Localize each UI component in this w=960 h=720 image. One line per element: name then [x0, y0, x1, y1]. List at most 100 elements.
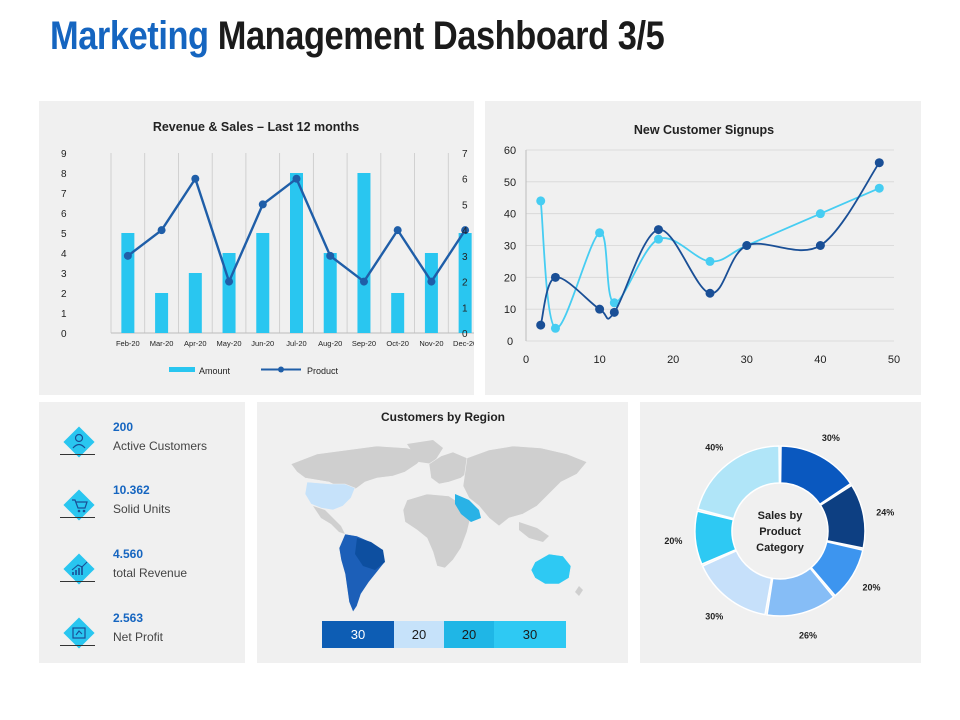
southeast-asia-region — [519, 522, 549, 542]
revenue-left-tick: 3 — [61, 269, 67, 280]
signups-series-light-point — [595, 228, 605, 238]
signups-series-dark-line — [539, 162, 881, 326]
signups-x-tick: 50 — [888, 354, 900, 366]
kpi-solid-units: 10.362 Solid Units — [59, 483, 239, 531]
donut-slice-label: 40% — [705, 443, 723, 453]
donut-slice — [810, 540, 864, 597]
revenue-x-tick: Nov-20 — [419, 339, 443, 348]
donut-center-line2: Product — [759, 526, 801, 538]
page-title-accent: Marketing — [50, 14, 209, 58]
region-legend-swatch — [494, 621, 566, 648]
revenue-x-tick: Jun-20 — [251, 339, 274, 348]
region-legend-swatch — [322, 621, 394, 648]
revenue-bar — [458, 233, 472, 333]
donut-slice — [779, 445, 852, 506]
revenue-right-tick: 2 — [462, 278, 468, 289]
legend-product-marker — [278, 366, 284, 373]
signups-series-light-point — [653, 234, 663, 244]
revenue-x-tick: Jul-20 — [286, 339, 306, 348]
signups-series-light-point — [536, 196, 546, 206]
revenue-chart-icon — [63, 553, 95, 585]
revenue-sales-panel: Revenue & Sales – Last 12 months 0 1 2 3 4 5 6… — [39, 101, 483, 395]
kpi-label: Solid Units — [113, 502, 171, 516]
region-legend-value: 30 — [523, 627, 537, 642]
signups-x-tick: 20 — [667, 354, 679, 366]
kpi-net-profit: 2.563 Net Profit — [59, 611, 239, 659]
signups-series-dark-point — [550, 272, 560, 282]
revenue-product-point — [225, 277, 234, 286]
revenue-right-tick: 7 — [462, 149, 468, 160]
kpi-divider — [60, 645, 95, 646]
donut-slice-label: 30% — [822, 433, 840, 443]
kpi-value: 200 — [113, 420, 134, 434]
signups-series-light-point — [815, 209, 825, 219]
signups-x-tick: 30 — [741, 354, 753, 366]
revenue-left-tick: 8 — [61, 169, 67, 180]
signups-chart: New Customer Signups 0 10 20 30 40 50 60 0 10 20 3… — [504, 123, 900, 366]
signups-series-dark-point — [609, 307, 619, 317]
revenue-x-tick: Sep-20 — [352, 339, 376, 348]
revenue-left-tick: 9 — [61, 149, 67, 160]
revenue-product-point — [427, 277, 436, 286]
usa-region — [304, 481, 356, 511]
revenue-left-tick: 2 — [61, 289, 67, 300]
signups-series-dark-point — [595, 304, 605, 314]
signups-series-dark-point — [874, 158, 884, 168]
kpi-divider — [60, 581, 95, 582]
revenue-x-tick: Mar-20 — [150, 339, 174, 348]
australia-region — [530, 553, 572, 585]
revenue-left-tick: 6 — [61, 209, 67, 220]
revenue-x-tick: Dec-20 — [453, 339, 474, 348]
revenue-product-point — [326, 251, 335, 260]
kpi-label: Net Profit — [113, 630, 164, 644]
legend-amount-swatch — [169, 367, 195, 372]
revenue-bar — [391, 293, 405, 333]
signups-series-light-point — [705, 256, 715, 266]
region-map-title: Customers by Region — [381, 410, 505, 424]
revenue-bar — [188, 273, 202, 333]
signups-x-tick: 0 — [523, 354, 529, 366]
revenue-right-tick: 4 — [462, 226, 468, 237]
region-legend-value: 20 — [412, 627, 426, 642]
revenue-left-tick: 5 — [61, 229, 67, 240]
signups-series-light-point — [874, 183, 884, 193]
kpi-value: 2.563 — [113, 611, 144, 625]
revenue-bar — [323, 253, 337, 333]
revenue-right-tick: 6 — [462, 175, 468, 186]
legend-product-label: Product — [307, 366, 339, 376]
signups-series-dark-point — [536, 320, 546, 330]
revenue-product-point — [359, 277, 368, 286]
donut-slice-label: 26% — [799, 630, 817, 640]
revenue-product-point — [123, 251, 132, 260]
donut-center-line3: Category — [756, 542, 805, 554]
signups-x-tick: 10 — [593, 354, 605, 366]
donut-slice-label: 30% — [705, 611, 723, 621]
donut-panel: 30% 24% 20% 26% 30% 20% 40% Sales by Product C… — [640, 402, 921, 663]
north-america-region — [290, 445, 428, 493]
revenue-bar — [290, 173, 303, 333]
region-map-panel: Customers by Region 30 20 20 30 — [257, 402, 628, 663]
middle-east-region — [455, 494, 481, 522]
revenue-product-point — [258, 200, 267, 209]
revenue-bar — [256, 233, 270, 333]
signups-y-tick: 20 — [504, 272, 516, 284]
region-legend-value: 20 — [462, 627, 476, 642]
signups-y-tick: 60 — [504, 145, 516, 157]
kpi-label: total Revenue — [113, 566, 188, 580]
revenue-legend: Amount Product — [169, 366, 339, 376]
revenue-right-tick: 1 — [462, 303, 468, 314]
page-title: Marketing Management Dashboard 3/5 — [50, 14, 665, 59]
revenue-bar — [424, 253, 438, 333]
donut-slice — [819, 484, 866, 550]
kpi-value: 4.560 — [113, 547, 144, 561]
revenue-bar — [155, 293, 169, 333]
signups-x-tick: 40 — [814, 354, 826, 366]
revenue-right-tick: 3 — [462, 252, 468, 263]
revenue-left-tick: 4 — [61, 249, 67, 260]
brazil-region — [355, 538, 385, 570]
signups-series-dark-point — [742, 241, 752, 250]
kpi-panel: 200 Active Customers 10.362 Solid Units … — [39, 402, 245, 663]
revenue-x-tick: Feb-20 — [116, 339, 140, 348]
sales-donut-chart: 30% 24% 20% 26% 30% 20% 40% Sales by Product C… — [664, 433, 894, 640]
signups-chart-title: New Customer Signups — [634, 123, 774, 137]
